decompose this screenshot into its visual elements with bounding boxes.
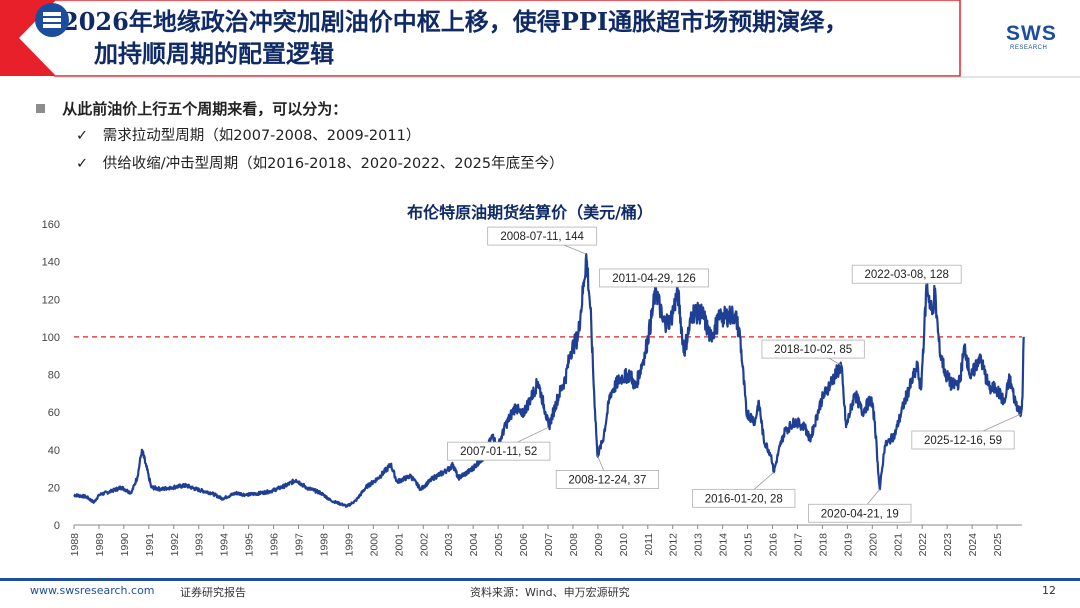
x-tick-label: 2007 [543, 533, 555, 557]
y-tick-label: 20 [48, 482, 60, 494]
annotation-label: 2025-12-16, 59 [924, 435, 1002, 447]
annotation-box [808, 503, 912, 523]
square-bullet-icon [36, 104, 45, 113]
page-number: 12 [1042, 584, 1056, 597]
annotation-box [692, 488, 796, 508]
x-tick-label: 2015 [743, 533, 755, 557]
check-icon: ✓ [76, 128, 89, 144]
x-tick-label: 1995 [244, 533, 256, 557]
footer-divider [0, 578, 1080, 581]
annotation-label: 2007-01-11, 52 [460, 446, 537, 458]
annotation-label: 2011-04-29, 126 [612, 273, 696, 285]
x-tick-label: 2001 [393, 533, 405, 557]
x-tick-label: 2000 [368, 533, 380, 557]
title-line-1: 2026年地缘政治冲突加剧油价中枢上移，使得PPI通胀超市场预期演绎， [62, 7, 849, 36]
bullet-list: 从此前油价上行五个周期来看，可以分为： ✓ 需求拉动型周期（如2007-2008… [36, 96, 564, 178]
check-icon: ✓ [76, 156, 89, 172]
x-tick-label: 2008 [568, 533, 580, 557]
x-tick-label: 1992 [169, 533, 181, 557]
y-tick-label: 120 [42, 294, 60, 306]
y-tick-label: 60 [48, 407, 60, 419]
chart-title: 布伦特原油期货结算价（美元/桶） [407, 203, 653, 222]
bullet-sub-1-text: 需求拉动型周期（如2007-2008、2009-2011） [102, 128, 421, 144]
title-background [0, 0, 1080, 78]
x-tick-label: 2011 [643, 533, 655, 556]
x-tick-label: 2009 [593, 533, 605, 557]
x-tick-label: 2019 [842, 533, 854, 557]
bullet-sub-1: ✓ 需求拉动型周期（如2007-2008、2009-2011） [36, 122, 564, 150]
x-tick-label: 2010 [618, 533, 630, 557]
x-tick-label: 2017 [792, 533, 804, 557]
x-tick-label: 2023 [942, 533, 954, 557]
annotation-box [599, 268, 709, 288]
y-tick-label: 140 [42, 257, 60, 269]
y-tick-label: 160 [42, 219, 60, 231]
annotation-box [851, 264, 962, 284]
x-tick-label: 2006 [518, 533, 530, 557]
title-bar: 2026年地缘政治冲突加剧油价中枢上移，使得PPI通胀超市场预期演绎， 加持顺周… [0, 0, 1080, 80]
x-tick-label: 2014 [718, 533, 730, 557]
annotation-box [447, 441, 551, 461]
x-tick-label: 2021 [892, 533, 904, 557]
brent-price-chart: 布伦特原油期货结算价（美元/桶） 0 20 40 60 80 100 120 140 160 198… [42, 203, 1025, 557]
annotation-label: 2022-03-08, 128 [864, 269, 948, 281]
x-tick-label: 1991 [144, 533, 156, 557]
x-tick-label: 2002 [418, 533, 430, 557]
footer-url[interactable]: www.swsresearch.com [30, 584, 155, 597]
x-tick-label: 1989 [94, 533, 106, 557]
x-tick-label: 1999 [343, 533, 355, 557]
x-tick-label: 2018 [817, 533, 829, 557]
x-tick-label: 2004 [468, 533, 480, 557]
brent-price-line [73, 253, 1025, 508]
page-title: 2026年地缘政治冲突加剧油价中枢上移，使得PPI通胀超市场预期演绎， 加持顺周… [62, 6, 962, 70]
annotation-label: 2018-10-02, 85 [774, 344, 852, 356]
footer-source: 资料来源：Wind、申万宏源研究 [470, 586, 630, 599]
x-tick-label: 1988 [69, 533, 81, 557]
x-tick-label: 1990 [119, 533, 131, 557]
bullet-main: 从此前油价上行五个周期来看，可以分为： [36, 96, 564, 122]
x-tick-label: 1996 [269, 533, 281, 557]
x-tick-label: 2012 [668, 533, 680, 557]
annotation-box [555, 469, 659, 489]
title-line-2: 加持顺周期的配置逻辑 [94, 39, 334, 68]
annotation-box [487, 226, 598, 246]
sws-logo-icon [35, 3, 69, 37]
y-tick-label: 0 [54, 520, 60, 532]
bullet-main-text: 从此前油价上行五个周期来看，可以分为： [62, 100, 348, 118]
footer-report-type: 证券研究报告 [180, 586, 246, 599]
logo-subtext: RESEARCH [1010, 45, 1048, 51]
x-tick-label: 2024 [967, 533, 979, 557]
annotation-box [761, 339, 865, 359]
x-tick-label: 2003 [443, 533, 455, 557]
logo-text: SWS [1006, 22, 1057, 45]
annotation-label: 2020-04-21, 19 [821, 508, 899, 520]
annotation-box [911, 430, 1015, 450]
x-tick-label: 2025 [992, 533, 1004, 557]
x-tick-label: 2013 [693, 533, 705, 557]
x-tick-label: 1997 [294, 533, 306, 557]
y-tick-label: 80 [48, 370, 60, 382]
x-tick-label: 1994 [219, 533, 231, 557]
bullet-sub-2-text: 供给收缩/冲击型周期（如2016-2018、2020-2022、2025年底至今… [102, 156, 564, 172]
x-tick-label: 1998 [318, 533, 330, 557]
y-tick-label: 100 [42, 332, 60, 344]
x-tick-label: 2020 [867, 533, 879, 557]
annotation-label: 2008-12-24, 37 [568, 474, 646, 486]
x-tick-label: 2005 [493, 533, 505, 557]
annotation-label: 2008-07-11, 144 [500, 231, 584, 243]
x-tick-label: 1993 [194, 533, 206, 557]
annotation-label: 2016-01-20, 28 [705, 493, 783, 505]
y-tick-label: 40 [48, 445, 60, 457]
x-tick-label: 2016 [768, 533, 780, 557]
bullet-sub-2: ✓ 供给收缩/冲击型周期（如2016-2018、2020-2022、2025年底… [36, 150, 564, 178]
x-tick-label: 2022 [917, 533, 929, 557]
